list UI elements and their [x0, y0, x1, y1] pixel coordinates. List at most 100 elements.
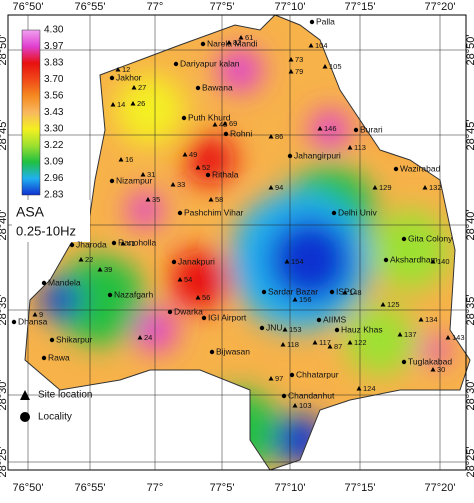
place-label: Rawa	[48, 352, 70, 362]
place-label: Burari	[360, 124, 383, 134]
lat-label: 28°30'	[465, 380, 474, 411]
site	[268, 134, 274, 139]
site-label: 61	[245, 33, 253, 42]
place-label: Jahangirpuri	[294, 150, 341, 160]
place-label: ISPC	[336, 286, 356, 296]
site	[372, 185, 378, 190]
colorbar-label: 3.22	[44, 140, 64, 151]
site-label: 146	[324, 124, 337, 133]
place-label: Narela Mandi	[207, 38, 258, 48]
place-label: Jakhor	[116, 72, 142, 82]
place-label: Janakpuri	[178, 256, 215, 266]
site-label: 113	[354, 143, 366, 152]
lon-label: 77°20'	[425, 482, 456, 494]
frame	[7, 14, 467, 471]
colorbar-label: 2.83	[44, 190, 64, 201]
site-symbol	[20, 390, 30, 400]
place-label: Delhi Univ	[338, 207, 377, 217]
lat-label: 28°25'	[465, 447, 474, 478]
site-label: 26	[137, 99, 145, 108]
lat-label: 28°45'	[465, 120, 474, 151]
site-label: 104	[315, 41, 328, 50]
place-label: Gita Colony	[408, 233, 453, 243]
lat-label: 28°35'	[465, 295, 474, 326]
site-label: 137	[404, 330, 417, 339]
site-label: 148	[349, 288, 362, 297]
colorbar-label: 3.09	[44, 157, 64, 168]
place-label: IGI Airport	[208, 312, 247, 322]
site-label: 54	[184, 275, 192, 284]
site	[212, 122, 218, 127]
locality	[109, 178, 115, 184]
lat-label: 28°40'	[0, 210, 9, 241]
site-label: 33	[177, 180, 185, 189]
site-label: 129	[379, 183, 392, 192]
site-label: 27	[138, 83, 146, 92]
locality	[316, 317, 322, 323]
colorbar-label: 3.70	[44, 74, 64, 85]
site-label: 156	[299, 295, 312, 304]
place-label: Bawana	[202, 82, 233, 92]
locality	[281, 393, 287, 399]
lat-label: 28°25'	[0, 447, 9, 478]
lon-label: 77°10'	[275, 1, 306, 13]
locality	[289, 372, 295, 378]
place-label: AIIMS	[323, 314, 346, 324]
locality	[261, 289, 267, 295]
site	[280, 342, 286, 347]
site-label: 73	[295, 55, 303, 64]
locality	[111, 240, 117, 246]
locality	[334, 327, 340, 333]
lon-label: 77°	[147, 482, 164, 494]
site-label: 16	[125, 155, 133, 164]
place-label: Hauz Khas	[341, 324, 383, 334]
legend-item: Site location	[38, 390, 92, 401]
place-label: JNU	[266, 322, 283, 332]
locality	[177, 210, 183, 216]
site	[137, 335, 143, 340]
place-label: Pashchim Vihar	[184, 207, 244, 217]
site-label: 69	[229, 119, 237, 128]
site-label: 9	[39, 310, 43, 319]
place-label: Chandanhut	[288, 390, 335, 400]
locality	[173, 61, 179, 67]
site	[430, 367, 436, 372]
place-label: Dwarka	[174, 306, 203, 316]
site	[140, 172, 146, 177]
locality	[201, 315, 207, 321]
lat-label: 28°30'	[0, 380, 9, 411]
site	[32, 312, 38, 317]
locality	[329, 289, 335, 295]
site-label: 22	[85, 255, 93, 264]
site	[195, 165, 201, 170]
site	[195, 295, 201, 300]
site	[282, 327, 288, 332]
locality	[195, 85, 201, 91]
lon-label: 77°10'	[275, 482, 306, 494]
site	[445, 335, 451, 340]
locality	[41, 355, 47, 361]
site-label: 39	[104, 265, 112, 274]
lon-label: 77°5'	[210, 482, 235, 494]
locality	[393, 166, 399, 172]
site-label: 153	[289, 325, 302, 334]
locality	[11, 319, 17, 325]
site	[238, 35, 244, 40]
place-label: Dariyapur kalan	[180, 58, 240, 68]
lon-label: 77°	[147, 1, 164, 13]
site-label: 82	[233, 38, 241, 47]
site-label: 24	[144, 333, 152, 342]
site	[268, 185, 274, 190]
place-label: Nizampur	[116, 175, 153, 185]
colorbar-label: 3.30	[44, 124, 64, 135]
site	[78, 257, 84, 262]
lon-label: 77°15'	[345, 482, 376, 494]
site-label: 31	[147, 170, 155, 179]
locality	[259, 325, 265, 331]
lat-label: 28°50'	[0, 35, 9, 66]
legend-item: Locality	[38, 412, 72, 423]
legend-box	[12, 200, 90, 242]
place-label: Wazirabad	[400, 163, 441, 173]
site	[131, 85, 137, 90]
